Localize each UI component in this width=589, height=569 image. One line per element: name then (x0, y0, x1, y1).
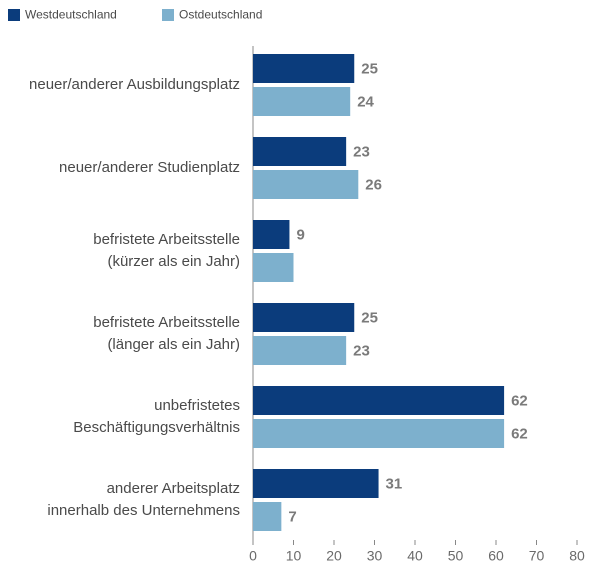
value-label: 24 (357, 93, 374, 110)
category-line: (länger als ein Jahr) (107, 336, 240, 353)
bar (253, 54, 355, 83)
x-tick-label: 20 (326, 548, 342, 564)
bar (253, 469, 379, 498)
x-tick-label: 10 (286, 548, 302, 564)
value-label: 25 (361, 309, 378, 326)
bar (253, 386, 505, 415)
bar (253, 502, 282, 531)
bar (253, 137, 347, 166)
category-label: befristete Arbeitsstelle (länger als ein … (93, 314, 240, 353)
category-line: befristete Arbeitsstelle (93, 231, 240, 248)
value-label: 25 (361, 60, 378, 77)
category-label: befristete Arbeitsstelle (kürzer als ein … (93, 231, 240, 270)
bar (253, 303, 355, 332)
bar (253, 170, 359, 199)
x-tick-label: 70 (529, 548, 545, 564)
value-label: 23 (353, 143, 370, 160)
category-line: unbefristetes (154, 397, 240, 414)
category-line: innerhalb des Unternehmens (47, 502, 240, 519)
category-line: befristete Arbeitsstelle (93, 314, 240, 331)
value-label: 62 (511, 425, 528, 442)
x-tick-label: 80 (569, 548, 585, 564)
bar (253, 87, 351, 116)
value-label: 7 (288, 508, 296, 525)
x-tick-label: 0 (249, 548, 257, 564)
value-label: 26 (365, 176, 382, 193)
legend-swatch (162, 9, 174, 21)
x-tick-label: 50 (448, 548, 464, 564)
category-line: anderer Arbeitsplatz (107, 480, 240, 497)
value-label: 9 (296, 226, 304, 243)
bar (253, 220, 290, 249)
x-tick-label: 30 (367, 548, 383, 564)
legend-swatch (8, 9, 20, 21)
category-label: neuer/anderer Ausbildungsplatz (29, 76, 240, 93)
value-label: 23 (353, 342, 370, 359)
bar (253, 253, 294, 282)
bar (253, 336, 347, 365)
category-line: Beschäftigungsverhältnis (73, 419, 240, 436)
category-label: unbefristetes Beschäftigungsverhältnis (73, 397, 240, 436)
bar (253, 419, 505, 448)
category-label: neuer/anderer Studienplatz (59, 159, 240, 176)
category-label: anderer Arbeitsplatz innerhalb des Untern… (47, 480, 240, 519)
legend-label: Ostdeutschland (179, 8, 262, 22)
category-line: neuer/anderer Studienplatz (59, 159, 240, 176)
category-line: (kürzer als ein Jahr) (107, 253, 240, 270)
legend-label: Westdeutschland (25, 8, 117, 22)
value-label: 62 (511, 392, 528, 409)
category-line: neuer/anderer Ausbildungsplatz (29, 76, 240, 93)
x-tick-label: 40 (407, 548, 423, 564)
value-label: 31 (386, 475, 403, 492)
x-tick-label: 60 (488, 548, 504, 564)
